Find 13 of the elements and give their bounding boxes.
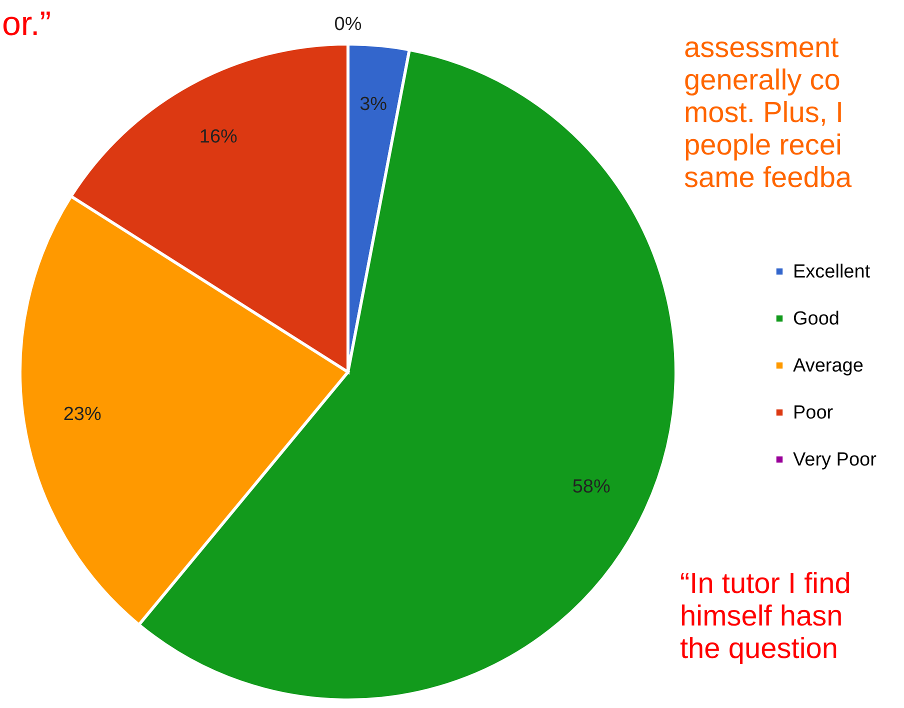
data-label: 16%	[199, 126, 238, 148]
text: assessment generally co most. Plus, I people recei same feedba	[684, 32, 853, 194]
data-label: 23%	[63, 404, 102, 426]
legend-label: Good	[793, 308, 840, 330]
legend-label: Poor	[793, 402, 834, 424]
text: 0%	[334, 14, 362, 35]
legend-label: Average	[793, 356, 864, 376]
text: “In tutor I find himself hasn the question	[680, 568, 851, 665]
legend-label: Excellent	[793, 262, 871, 282]
data-label: 58%	[572, 476, 610, 498]
text: or.”	[2, 5, 52, 43]
data-label: 3%	[360, 94, 388, 116]
legend-label: Very Poor	[793, 450, 878, 470]
